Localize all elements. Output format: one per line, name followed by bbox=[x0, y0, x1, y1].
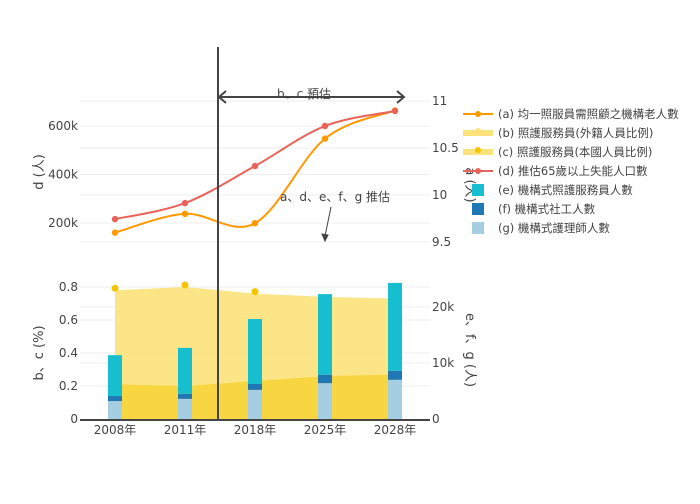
bar-f bbox=[108, 396, 122, 402]
bottom-left-tick: 0 bbox=[70, 412, 78, 426]
point-c bbox=[251, 288, 259, 296]
legend-bar-icon bbox=[472, 203, 484, 215]
bottom-left-tick: 0.2 bbox=[59, 379, 78, 393]
top-left-tick: 600k bbox=[48, 119, 78, 133]
bar-g bbox=[318, 383, 332, 419]
legend-label: (g) 機構式護理師人數 bbox=[498, 221, 610, 235]
bar-f bbox=[388, 370, 402, 380]
legend-item: (c) 照護服務員(本國人員比例) bbox=[463, 145, 652, 159]
legend-item: (d) 推估65歲以上失能人口數 bbox=[463, 164, 648, 178]
top-right-tick: 10 bbox=[432, 188, 447, 202]
estimate-annotation-arrow bbox=[321, 206, 332, 243]
bar-e bbox=[108, 355, 122, 397]
legend-marker-icon bbox=[475, 147, 481, 153]
point-d bbox=[111, 215, 119, 223]
line-a bbox=[114, 109, 396, 234]
top-left-axis-title: d (人) bbox=[32, 154, 47, 190]
top-right-tick: 9.5 bbox=[432, 235, 451, 249]
legend-item: (b) 照護服務員(外籍人員比例) bbox=[463, 126, 653, 140]
bar-f bbox=[178, 393, 192, 399]
bottom-right-axis-title: e、f、g (人) bbox=[462, 313, 477, 387]
legend-bar-icon bbox=[472, 184, 484, 196]
bar-f bbox=[248, 384, 262, 390]
point-d bbox=[321, 122, 329, 130]
legend-bar-icon bbox=[472, 222, 484, 234]
x-tick: 2025年 bbox=[304, 423, 347, 437]
bottom-right-tick: 10k bbox=[432, 356, 454, 370]
bottom-left-tick: 0.8 bbox=[59, 280, 78, 294]
x-tick: 2018年 bbox=[234, 423, 277, 437]
point-d bbox=[181, 199, 189, 207]
legend-label: (b) 照護服務員(外籍人員比例) bbox=[498, 126, 653, 140]
bottom-left-tick: 0.4 bbox=[59, 346, 78, 360]
tick-labels: 200k 400k 600k 9.5 10 10.5 11 0 0.2 0.4 0.6 0.8 0 10k… bbox=[48, 94, 459, 437]
point-d bbox=[251, 162, 259, 170]
bar-g bbox=[388, 379, 402, 419]
legend-marker-icon bbox=[475, 111, 481, 117]
line-layer bbox=[111, 107, 399, 236]
top-right-tick: 11 bbox=[432, 94, 447, 108]
bottom-left-tick: 0.6 bbox=[59, 313, 78, 327]
bottom-left-axis-title: b、c (%) bbox=[32, 325, 47, 380]
legend-marker-icon bbox=[475, 128, 481, 134]
legend: (a) 均一照服員需照顧之機構老人數 (b) 照護服務員(外籍人員比例) (c) 照… bbox=[463, 107, 679, 235]
bar-e bbox=[388, 282, 402, 371]
forecast-range-arrow bbox=[217, 90, 406, 104]
legend-label: (e) 機構式照護服務員人數 bbox=[498, 183, 633, 197]
point-a bbox=[111, 229, 119, 236]
bar-e bbox=[318, 294, 332, 375]
point-a bbox=[321, 135, 329, 142]
point-a bbox=[181, 210, 189, 217]
legend-label: (c) 照護服務員(本國人員比例) bbox=[498, 145, 652, 159]
estimate-annotation: a、d、e、f、g 推估 bbox=[280, 190, 390, 204]
bottom-right-tick: 0 bbox=[432, 412, 440, 426]
legend-item: (f) 機構式社工人數 bbox=[472, 202, 596, 216]
legend-label: (d) 推估65歲以上失能人口數 bbox=[498, 164, 648, 178]
top-left-tick: 200k bbox=[48, 216, 78, 230]
bar-g bbox=[108, 401, 122, 419]
top-left-tick: 400k bbox=[48, 168, 78, 182]
legend-item: (g) 機構式護理師人數 bbox=[472, 221, 610, 235]
x-tick: 2011年 bbox=[164, 423, 207, 437]
bar-f bbox=[318, 374, 332, 384]
bar-g bbox=[248, 389, 262, 419]
forecast-annotation: b、c 預估 bbox=[277, 87, 331, 101]
bar-e bbox=[248, 319, 262, 384]
legend-marker-icon bbox=[475, 168, 481, 174]
legend-item: (e) 機構式照護服務員人數 bbox=[472, 183, 633, 197]
bottom-right-tick: 20k bbox=[432, 300, 454, 314]
legend-item: (a) 均一照服員需照顧之機構老人數 bbox=[463, 107, 679, 121]
x-tick: 2008年 bbox=[94, 423, 137, 437]
point-c bbox=[111, 284, 119, 292]
top-right-tick: 10.5 bbox=[432, 141, 459, 155]
legend-label: (f) 機構式社工人數 bbox=[498, 202, 596, 216]
point-d bbox=[391, 107, 399, 115]
point-a bbox=[251, 220, 259, 227]
point-c bbox=[181, 281, 189, 289]
bar-e bbox=[178, 347, 192, 394]
bar-layer bbox=[108, 282, 402, 419]
x-tick: 2028年 bbox=[374, 423, 417, 437]
bar-g bbox=[178, 398, 192, 419]
legend-label: (a) 均一照服員需照顧之機構老人數 bbox=[498, 107, 679, 121]
